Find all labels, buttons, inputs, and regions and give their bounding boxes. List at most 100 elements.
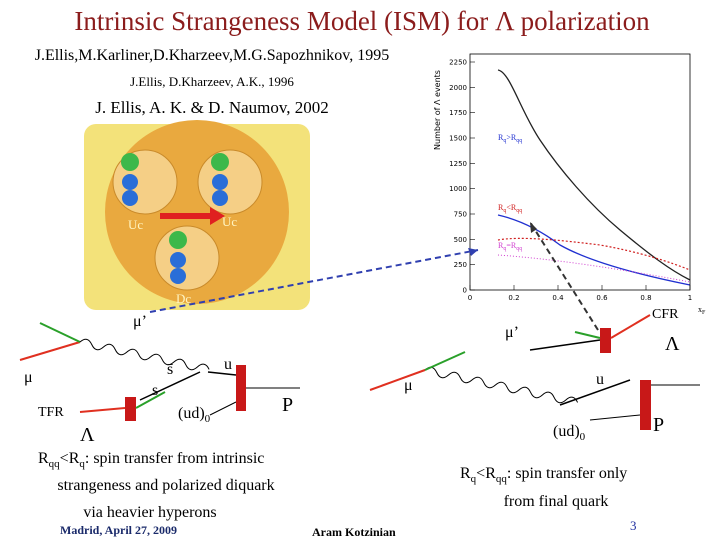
- note-part: <R: [60, 450, 80, 467]
- legend-sub: qq: [516, 246, 522, 252]
- u: u: [596, 371, 604, 388]
- y-tick-label: 1000: [449, 185, 467, 193]
- arrow-head: [530, 222, 537, 233]
- note-line: via heavier hyperons: [83, 504, 216, 521]
- y-tick-label: 1750: [449, 109, 467, 117]
- quark-cloud: [197, 149, 263, 215]
- mu-prime: μ’: [133, 313, 147, 330]
- quark: [121, 153, 139, 171]
- mu: μ: [404, 377, 413, 394]
- page-number: 3: [630, 518, 637, 533]
- note-part: <R: [476, 465, 496, 482]
- spin-arrow: [574, 331, 601, 339]
- reference: J.Ellis,M.Karliner,D.Kharzeev,M.G.Sapozh…: [35, 47, 390, 64]
- note-sub: q: [471, 473, 477, 485]
- diquark-main: (ud): [178, 405, 205, 422]
- diquark-sub: 0: [580, 431, 586, 443]
- lambda-label: Λ: [80, 424, 95, 446]
- diquark-main: (ud): [553, 423, 580, 440]
- muon-line: [39, 322, 81, 343]
- note-part: : spin transfer only: [507, 465, 627, 482]
- y-tick-label: 2250: [449, 59, 467, 67]
- y-tick-label: 0: [463, 287, 467, 295]
- legend-sub: qq: [516, 138, 522, 144]
- legend-part: R: [498, 203, 504, 212]
- inset-y-title: Number of Λ events: [433, 70, 442, 150]
- note-sub: q: [79, 458, 85, 470]
- quark-label: Dc: [176, 291, 191, 306]
- y-tick-label: 1250: [449, 160, 467, 168]
- photon: [424, 366, 579, 404]
- footer-author: Aram Kotzinian: [312, 525, 396, 539]
- note-sub: qq: [496, 473, 508, 485]
- note-part: R: [460, 465, 471, 482]
- quark: [170, 252, 186, 268]
- region-label: TFR: [38, 405, 64, 420]
- s-bar: s̄: [167, 361, 173, 378]
- diquark: (ud)0: [553, 423, 586, 443]
- spin-arrow: [79, 407, 126, 413]
- quark-label: Uc: [128, 217, 143, 232]
- y-tick-label: 500: [454, 236, 467, 244]
- legend-part: <R: [506, 203, 517, 212]
- x-title-sub: F: [702, 310, 706, 316]
- quark: [122, 174, 138, 190]
- slide-title: Intrinsic Strangeness Model (ISM) for Λ …: [74, 6, 650, 36]
- legend-sub: qq: [516, 208, 522, 214]
- pointer-arrow: [149, 249, 479, 313]
- quark-line: [139, 371, 201, 401]
- quark-label: Uc: [222, 214, 237, 229]
- legend-sub: q: [503, 246, 506, 252]
- note-line: Rq<Rqq: spin transfer only: [460, 465, 627, 485]
- lambda-label: Λ: [665, 333, 680, 355]
- diquark: (ud)0: [178, 405, 211, 425]
- note-sub: qq: [49, 458, 61, 470]
- proton-label: P: [282, 394, 293, 416]
- quark-line: [529, 339, 601, 351]
- note-part: R: [38, 450, 49, 467]
- y-tick-label: 2000: [449, 84, 467, 92]
- x-tick-label: 0.4: [552, 294, 564, 302]
- legend-part: R: [498, 133, 504, 142]
- spin-arrow: [610, 314, 651, 339]
- reference: J. Ellis, A. K. & D. Naumov, 2002: [95, 98, 329, 117]
- legend-part: =R: [506, 241, 517, 250]
- x-title-main: x: [698, 305, 702, 314]
- remnant-line: [209, 401, 237, 416]
- quark: [170, 268, 186, 284]
- reference: J.Ellis, D.Kharzeev, A.K., 1996: [130, 74, 294, 89]
- footer-place: Madrid, April 27, 2009: [60, 523, 177, 537]
- quark-line: [559, 379, 631, 406]
- quark-line: [207, 371, 237, 376]
- quark-cloud: [154, 225, 220, 291]
- u: u: [224, 356, 232, 373]
- legend-entry: Rq=Rqq: [498, 241, 522, 252]
- curve-eq: [497, 254, 691, 283]
- inset-frame: [469, 53, 691, 291]
- lambda-block: [600, 328, 611, 353]
- inset-x-title: xF: [698, 305, 706, 316]
- proton-remnant: [236, 365, 246, 411]
- lambda-block: [125, 397, 136, 421]
- legend-entry: Rq>Rqq: [498, 133, 522, 144]
- region-label: CFR: [652, 307, 679, 322]
- quark: [169, 231, 187, 249]
- inset-background: [430, 44, 712, 314]
- curve-lt: [497, 237, 691, 271]
- legend-part: >R: [506, 133, 517, 142]
- legend-part: R: [498, 241, 504, 250]
- note-line: strangeness and polarized diquark: [57, 477, 274, 494]
- right-diagram: CFR Λ μ’ μ u (ud)0 P: [369, 307, 700, 443]
- quark: [122, 190, 138, 206]
- proton-illustration: Uc Uc Dc: [84, 120, 310, 310]
- remnant-line: [589, 414, 641, 421]
- inset-plot: Number of Λ events xF All 0 250 500 750 1000…: [430, 44, 712, 316]
- arrow-head: [468, 248, 478, 256]
- y-tick-label: 1500: [449, 135, 467, 143]
- quark: [212, 190, 228, 206]
- x-tick-label: 1: [688, 294, 692, 302]
- note-part: : spin transfer from intrinsic: [85, 450, 265, 467]
- note-line: Rqq<Rq: spin transfer from intrinsic: [38, 450, 264, 470]
- muon-line: [424, 351, 466, 371]
